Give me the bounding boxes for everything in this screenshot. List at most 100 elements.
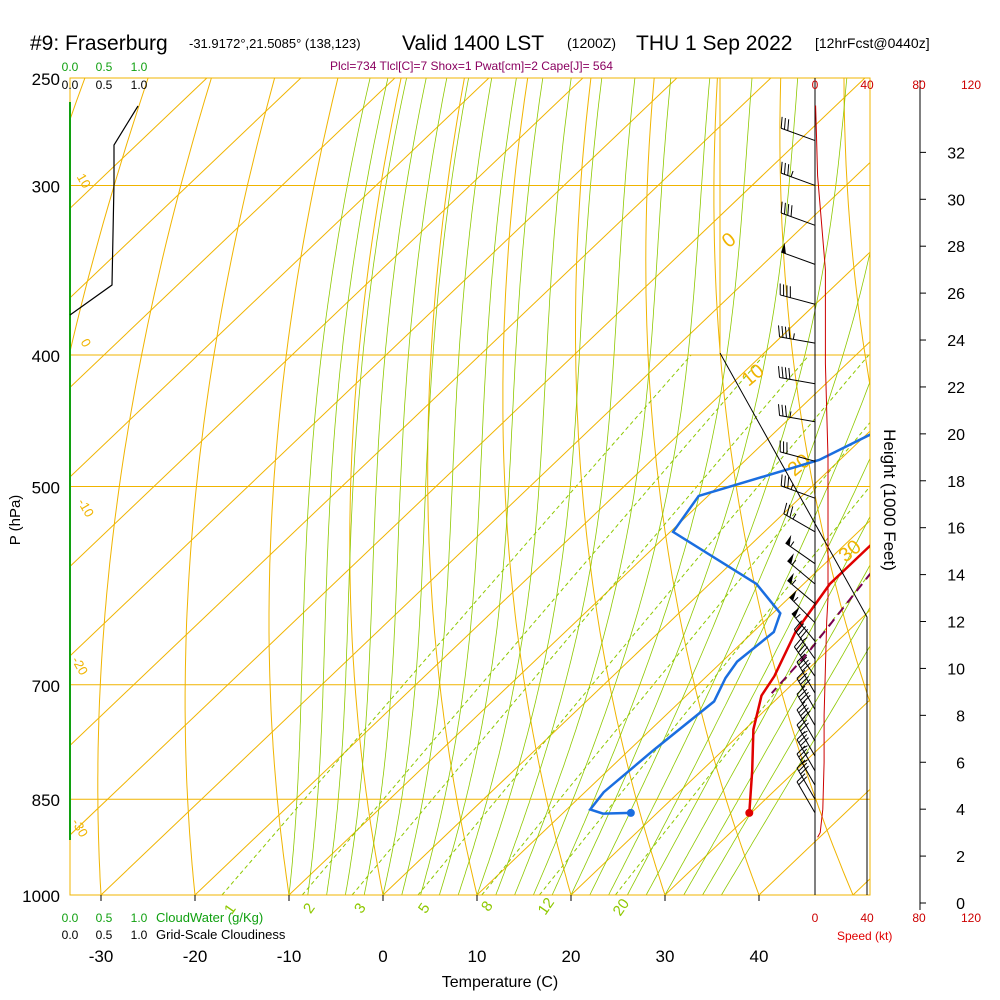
barb-flag <box>793 620 803 630</box>
barb-flag <box>783 502 788 514</box>
valid-date: THU 1 Sep 2022 <box>636 32 792 55</box>
wind-barb <box>781 242 816 265</box>
height-tick-label: 2 <box>956 849 965 866</box>
height-tick-label: 4 <box>956 802 965 819</box>
barb-flag <box>798 762 808 772</box>
barb-flag <box>780 116 783 129</box>
barb-flag <box>781 404 784 417</box>
height-tick-label: 22 <box>947 380 965 397</box>
barb-flag <box>783 118 786 130</box>
x-tick-label: -10 <box>277 947 302 966</box>
barb-staff <box>781 127 816 142</box>
mixing-ratio-label: 8 <box>478 898 497 915</box>
height-tick-label: 8 <box>956 708 965 725</box>
wind-barb <box>778 325 816 344</box>
dry-adiabat <box>184 78 276 895</box>
x-tick-label: 30 <box>656 947 675 966</box>
barb-flag <box>783 202 786 215</box>
barb-staff <box>796 661 816 694</box>
pressure-tick-500: 500 <box>32 479 60 498</box>
x-axis-label: Temperature (C) <box>442 974 558 991</box>
dry-adiabat <box>349 78 402 895</box>
surface-temperature-dot <box>745 808 754 817</box>
barb-flag <box>780 161 783 174</box>
barb-flag <box>798 704 808 714</box>
moist-adiabat <box>439 78 544 895</box>
height-tick-label: 20 <box>947 427 965 444</box>
barb-staff <box>791 613 816 642</box>
barb-half-flag <box>791 579 797 585</box>
dry-adiabat <box>971 78 1000 895</box>
height-tick-label: 14 <box>947 568 965 585</box>
barb-flag <box>780 201 783 214</box>
barb-half-flag <box>790 541 795 547</box>
barb-flag <box>800 737 809 747</box>
surface-dewpoint-dot <box>626 808 635 817</box>
barb-flag <box>796 701 806 711</box>
cloud-tick-bottom: 0.0 <box>62 928 79 942</box>
height-tick-label: 6 <box>956 755 965 772</box>
barb-flag <box>793 637 803 648</box>
cloud-tick-top: 0.0 <box>62 60 79 74</box>
barb-flag <box>798 688 808 698</box>
speed-tick-bottom: 120 <box>961 911 981 925</box>
chart-text: #9: Fraserburg -31.9172°,21.5085° (138,1… <box>7 32 930 991</box>
dry-adiabat <box>0 78 22 895</box>
barb-pennant <box>787 553 794 565</box>
barb-half-flag <box>791 559 797 566</box>
cloud-tick-top: 1.0 <box>131 78 148 92</box>
isotherm <box>70 78 396 389</box>
series-temperature <box>748 544 870 813</box>
barb-flag <box>798 748 808 758</box>
mixing-ratio-label: 12 <box>535 895 558 918</box>
moist-adiabat <box>683 564 870 895</box>
wind-barb <box>796 653 816 694</box>
barb-flag <box>787 204 790 216</box>
height-tick-label: 10 <box>947 661 965 678</box>
pressure-tick-1000: 1000 <box>22 887 60 906</box>
height-tick-label: 24 <box>947 333 965 350</box>
barb-flag <box>796 759 806 769</box>
barb-flag <box>800 659 809 669</box>
barb-flag <box>799 646 809 656</box>
barb-half-flag <box>795 613 801 619</box>
height-tick-label: 32 <box>947 145 965 162</box>
wind-barb <box>793 620 816 660</box>
series-dewpoint <box>588 433 870 815</box>
moist-adiabat <box>645 457 870 895</box>
barb-staff <box>793 646 816 677</box>
stability-indices: Plcl=734 Tlcl[C]=7 Shox=1 Pwat[cm]=2 Cap… <box>330 59 613 73</box>
barb-flag <box>778 325 781 337</box>
barb-flag <box>801 710 811 720</box>
mixing-ratio-label: 3 <box>351 900 370 917</box>
barb-flag <box>784 367 787 379</box>
moist-adiabat <box>664 515 870 895</box>
mixing-ratio-label: 5 <box>415 900 434 917</box>
moist-adiabat <box>420 78 517 895</box>
moist-adiabat <box>721 645 870 895</box>
moist-adiabat <box>495 78 636 895</box>
barb-pennant <box>789 590 797 601</box>
barb-flag <box>795 623 805 633</box>
barb-flag <box>784 326 787 339</box>
cloud-tick-top: 0.0 <box>62 78 79 92</box>
cloud-tick-bottom: 0.0 <box>62 911 79 925</box>
barb-flag <box>788 327 791 339</box>
wind-barb <box>787 553 816 585</box>
speed-tick-top: 40 <box>860 78 874 92</box>
dry-adiabat-label: -30 <box>69 816 91 840</box>
barb-flag <box>790 205 793 217</box>
profile-outline <box>719 352 868 895</box>
mixing-ratio-label: 2 <box>300 900 319 917</box>
height-axis-label: Height (1000 Feet) <box>880 429 899 571</box>
barb-flag <box>801 694 811 704</box>
barb-flag <box>797 643 807 653</box>
series-clip <box>588 433 870 815</box>
wind-barb <box>779 440 816 462</box>
wind-barb <box>791 607 816 642</box>
barb-staff <box>796 753 816 786</box>
moist-adiabat <box>589 78 848 895</box>
barb-flag <box>796 731 806 740</box>
barb-staff <box>785 542 816 565</box>
cloud-tick-bottom: 0.5 <box>96 911 113 925</box>
